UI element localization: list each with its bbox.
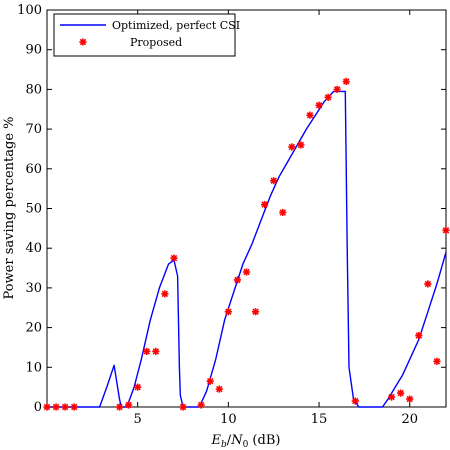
- data-point-proposed: [415, 331, 423, 340]
- data-point-proposed: [261, 200, 269, 209]
- data-point-proposed: [288, 143, 296, 151]
- data-point-proposed: [333, 85, 341, 93]
- y-tick-label: 0: [34, 400, 42, 415]
- y-tick-label: 100: [17, 3, 42, 18]
- data-point-proposed: [125, 401, 133, 409]
- data-point-proposed: [215, 385, 223, 393]
- plot-frame: [46, 9, 447, 408]
- data-point-proposed: [324, 93, 332, 101]
- legend-star-marker: [79, 38, 87, 46]
- data-point-proposed: [152, 347, 160, 356]
- y-tick-label: 30: [25, 281, 42, 296]
- data-point-proposed: [170, 254, 178, 262]
- data-point-proposed: [315, 101, 323, 109]
- y-tick-label: 20: [25, 321, 42, 336]
- data-point-proposed: [61, 403, 69, 411]
- y-tick-label: 90: [25, 43, 42, 58]
- y-tick-label: 40: [25, 241, 42, 256]
- y-tick-label: 70: [25, 122, 42, 137]
- data-point-proposed: [387, 393, 396, 401]
- data-point-proposed: [224, 308, 232, 316]
- data-point-proposed: [397, 389, 405, 397]
- data-point-proposed: [197, 401, 205, 409]
- data-point-proposed: [351, 397, 359, 405]
- data-point-proposed: [433, 357, 441, 365]
- data-point-proposed: [342, 77, 350, 86]
- data-point-proposed: [279, 208, 287, 217]
- legend-label-optimized: Optimized, perfect CSI: [112, 19, 240, 32]
- data-point-proposed: [115, 403, 124, 411]
- data-point-proposed: [442, 226, 450, 234]
- data-point-proposed: [306, 111, 314, 119]
- legend-box: [53, 13, 236, 57]
- x-tick-label: 5: [134, 412, 142, 427]
- x-tick-label: 10: [220, 412, 237, 427]
- data-point-proposed: [206, 377, 214, 385]
- legend-marker-swatch: [79, 38, 87, 46]
- data-point-proposed: [233, 276, 242, 284]
- data-point-proposed: [242, 268, 251, 276]
- data-point-proposed: [251, 308, 260, 316]
- data-point-proposed: [406, 395, 414, 403]
- x-axis-label: Eb/N0 (dB): [211, 433, 281, 450]
- data-point-proposed: [134, 383, 142, 391]
- series-layer: [43, 77, 450, 411]
- y-tick-label: 80: [25, 82, 42, 97]
- y-tick-label: 10: [25, 360, 42, 375]
- series-line-optimized: [47, 90, 447, 408]
- y-axis: 0 10 20 30 40 50 60 70 80 90 100: [17, 3, 446, 415]
- data-point-proposed: [43, 403, 51, 411]
- data-point-proposed: [424, 280, 432, 288]
- data-point-proposed: [270, 177, 278, 185]
- y-axis-label: Power saving percentage %: [2, 116, 17, 299]
- legend: Optimized, perfect CSI Proposed: [53, 13, 240, 57]
- legend-label-proposed: Proposed: [130, 36, 182, 49]
- y-tick-label: 50: [25, 202, 42, 217]
- y-tick-label: 60: [25, 162, 42, 177]
- x-tick-label: 20: [401, 412, 418, 427]
- data-point-proposed: [297, 141, 305, 149]
- data-point-proposed: [161, 290, 169, 298]
- x-tick-label: 15: [311, 412, 328, 427]
- x-axis: 5 10 15 20: [134, 10, 418, 427]
- data-point-proposed: [143, 347, 151, 356]
- data-point-proposed: [52, 403, 60, 411]
- data-point-proposed: [70, 403, 78, 411]
- data-point-proposed: [179, 403, 187, 411]
